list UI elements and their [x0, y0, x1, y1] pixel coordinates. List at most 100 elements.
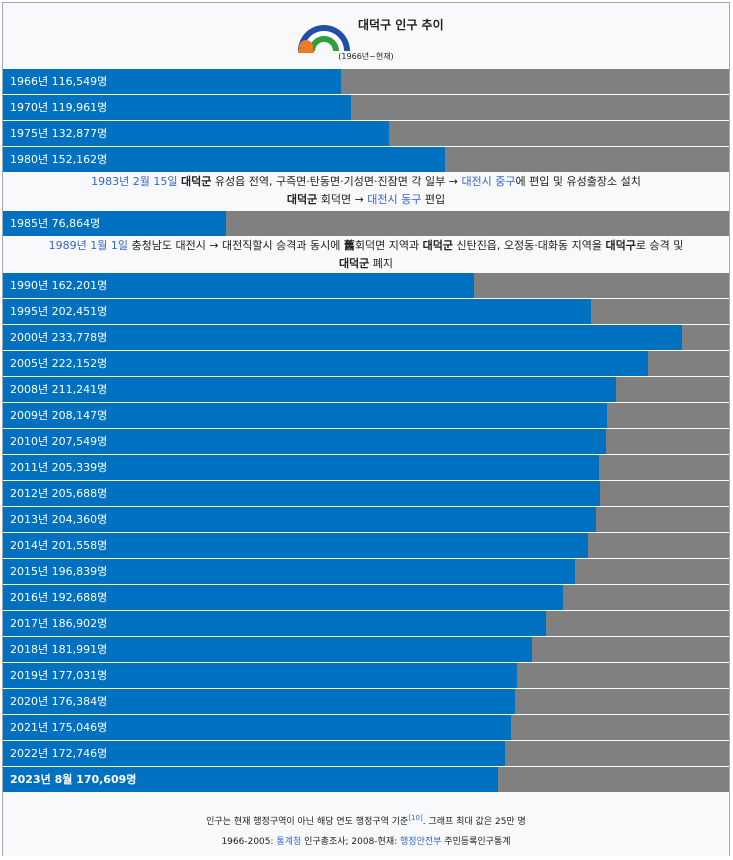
- note-text: 주민등록인구통계: [441, 837, 511, 847]
- bar-data-label: 2012년 205,688명: [10, 487, 108, 500]
- bar-data-label: 2015년 196,839명: [10, 565, 108, 578]
- bar-data-label: 1995년 202,451명: [10, 305, 108, 318]
- bar: [3, 211, 226, 236]
- daedeok-gu-logo: [298, 25, 350, 53]
- bar: [3, 663, 517, 688]
- bar-data-label: 2009년 208,147명: [10, 409, 108, 422]
- note-link[interactable]: 대전시 동구: [367, 193, 422, 206]
- bar: [3, 299, 591, 324]
- note-text: 대덕군: [286, 193, 318, 206]
- bar: [3, 767, 498, 792]
- bar-row: 2019년 177,031명: [3, 663, 729, 688]
- bar: [3, 377, 616, 402]
- bar: [3, 481, 600, 506]
- bar-row: 2015년 196,839명: [3, 559, 729, 584]
- bar: [3, 585, 563, 610]
- bar-row: 2023년 8월 170,609명: [3, 767, 729, 792]
- bar-row: 2005년 222,152명: [3, 351, 729, 376]
- history-note-line: 대덕군 회덕면 → 대전시 동구 편입: [3, 191, 729, 209]
- chart-footer: 인구는 현재 행정구역이 아닌 해당 연도 행정구역 기준[10]. 그래프 최…: [3, 812, 729, 856]
- note-text: 회덕면 →: [317, 193, 368, 206]
- bar-data-label: 1975년 132,877명: [10, 127, 108, 140]
- bar-row: 2013년 204,360명: [3, 507, 729, 532]
- note-link[interactable]: 1989년 1월 1일: [48, 239, 128, 252]
- bar: [3, 273, 474, 298]
- bar: [3, 611, 546, 636]
- bar-row: 1990년 162,201명: [3, 273, 729, 298]
- bar-row: 2000년 233,778명: [3, 325, 729, 350]
- note-text: 유성읍 전역, 구즉면·탄동면·기성면·진잠면 각 일부 →: [211, 175, 462, 188]
- bar: [3, 637, 532, 662]
- note-text: 대덕군: [338, 257, 370, 270]
- note-text: 신탄진읍, 오정동·대화동 지역을: [452, 239, 606, 252]
- note-text: 1966-2005:: [221, 837, 277, 847]
- note-link[interactable]: 통계청: [276, 837, 302, 847]
- bar-data-label: 2017년 186,902명: [10, 617, 108, 630]
- footer-sources: 1966-2005: 통계청 인구총조사; 2008-현재: 행정안전부 주민등…: [3, 832, 729, 852]
- bar-row: 2010년 207,549명: [3, 429, 729, 454]
- note-link[interactable]: 행정안전부: [400, 837, 442, 847]
- bar-chart: 1966년 116,549명 1970년 119,961명 1975년 132,87…: [3, 3, 729, 857]
- bar: [3, 559, 575, 584]
- reference-link[interactable]: [10]: [408, 814, 423, 822]
- bar-data-label: 2008년 211,241명: [10, 383, 108, 396]
- bar-row: 1966년 116,549명: [3, 69, 729, 94]
- note-text: 에 편입 및 유성출장소 설치: [515, 175, 641, 188]
- bar: [3, 533, 588, 558]
- bar-row: 2021년 175,046명: [3, 715, 729, 740]
- footer-note: 인구는 현재 행정구역이 아닌 해당 연도 행정구역 기준[10]. 그래프 최…: [3, 812, 729, 832]
- note-link[interactable]: 1983년 2월 15일: [91, 175, 178, 188]
- note-text: 대덕군: [422, 239, 453, 252]
- note-text: 舊: [343, 239, 355, 252]
- bar: [3, 403, 607, 428]
- bar-data-label: 2021년 175,046명: [10, 721, 108, 734]
- bar-row: 2020년 176,384명: [3, 689, 729, 714]
- note-text: 충청남도 대전시 → 대전직할시 승격과 동시에: [128, 239, 344, 252]
- bar-row: 2014년 201,558명: [3, 533, 729, 558]
- bar: [3, 147, 445, 172]
- bar-row: 2017년 186,902명: [3, 611, 729, 636]
- history-note: 1983년 2월 15일 대덕군 유성읍 전역, 구즉면·탄동면·기성면·진잠면…: [3, 172, 729, 211]
- bar-data-label: 2014년 201,558명: [10, 539, 108, 552]
- bar-row: 2016년 192,688명: [3, 585, 729, 610]
- bar-data-label: 2020년 176,384명: [10, 695, 108, 708]
- note-text: 편입: [421, 193, 446, 206]
- bar-row: 2018년 181,991명: [3, 637, 729, 662]
- note-text: 인구총조사; 2008-현재:: [301, 837, 401, 847]
- bar: [3, 689, 515, 714]
- footer-note-tail: . 그래프 최대 값은 25만 명: [422, 817, 526, 827]
- bar-data-label: 2022년 172,746명: [10, 747, 108, 760]
- bar: [3, 455, 599, 480]
- note-link[interactable]: 대전시 중구: [461, 175, 516, 188]
- bar-row: 2009년 208,147명: [3, 403, 729, 428]
- note-text: 폐지: [369, 257, 394, 270]
- note-text: 대덕군: [180, 175, 212, 188]
- bar-data-label: 1970년 119,961명: [10, 101, 108, 114]
- bar: [3, 69, 341, 94]
- bar-row: 1980년 152,162명: [3, 147, 729, 172]
- bar: [3, 715, 511, 740]
- footer-note-text: 인구는 현재 행정구역이 아닌 해당 연도 행정구역 기준: [206, 817, 409, 827]
- bar: [3, 351, 648, 376]
- bar: [3, 95, 351, 120]
- bar-data-label: 1985년 76,864명: [10, 217, 101, 230]
- bar-data-label: 2011년 205,339명: [10, 461, 108, 474]
- bar: [3, 121, 389, 146]
- bar-data-label: 1966년 116,549명: [10, 75, 108, 88]
- bar-row: 1970년 119,961명: [3, 95, 729, 120]
- bar-data-label: 2010년 207,549명: [10, 435, 108, 448]
- bar-data-label: 2000년 233,778명: [10, 331, 108, 344]
- bar-data-label: 1990년 162,201명: [10, 279, 108, 292]
- bar-row: 1985년 76,864명: [3, 211, 729, 236]
- bar-data-label: 2023년 8월 170,609명: [10, 773, 137, 786]
- bar-row: 2022년 172,746명: [3, 741, 729, 766]
- bar: [3, 325, 682, 350]
- bar-data-label: 2016년 192,688명: [10, 591, 108, 604]
- bar-data-label: 2018년 181,991명: [10, 643, 108, 656]
- chart-title: 대덕구 인구 추이: [358, 18, 444, 32]
- bar: [3, 507, 596, 532]
- chart-header: 대덕구 인구 추이 (1966년~현재): [3, 3, 729, 69]
- history-note-line: 대덕군 폐지: [3, 255, 729, 273]
- bar: [3, 741, 505, 766]
